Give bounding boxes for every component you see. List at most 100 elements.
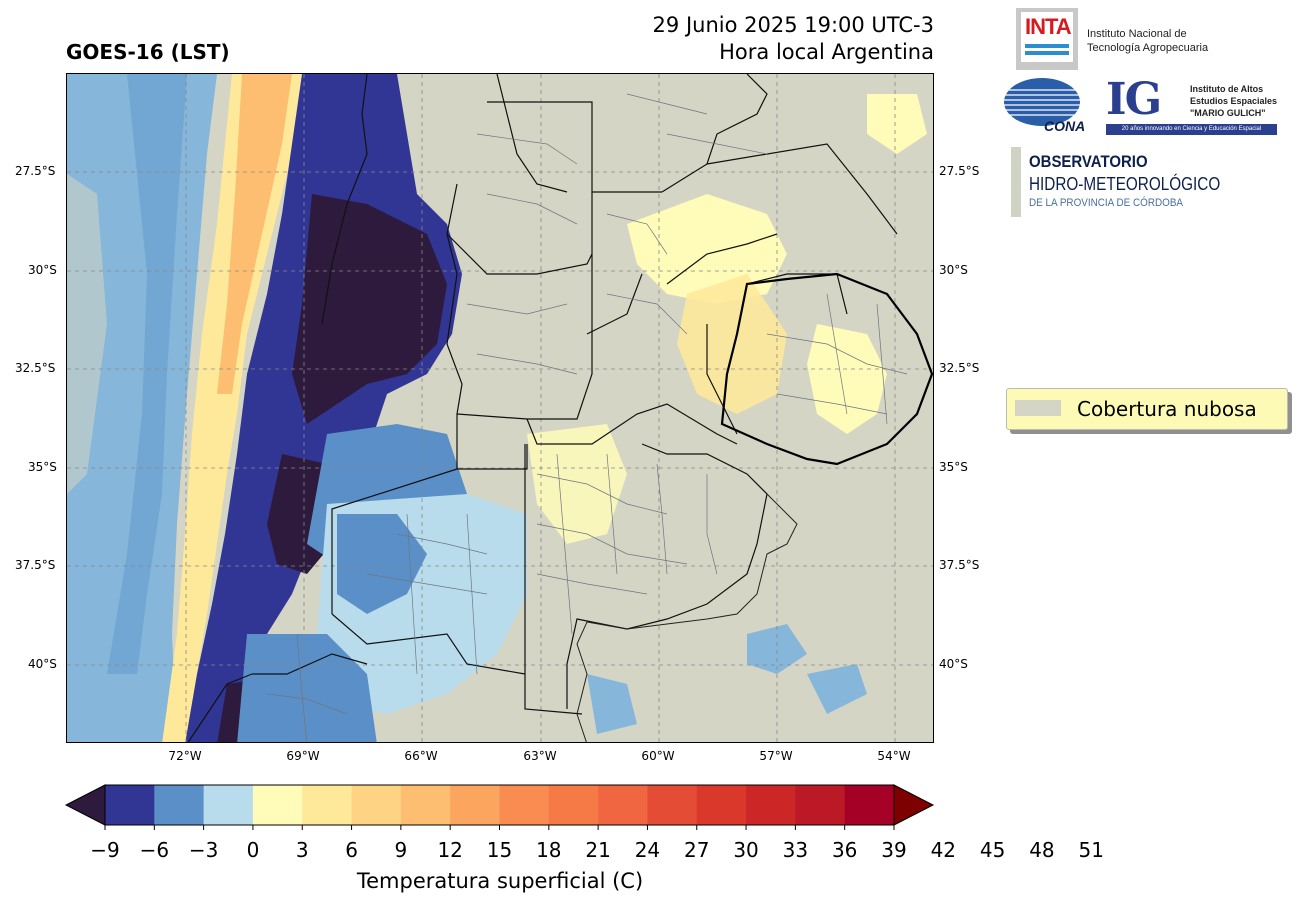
lat-label-right: 30°S [939, 263, 968, 277]
colorbar-tick-label: 24 [634, 838, 661, 862]
ig-name-line: "MARIO GULICH" [1190, 108, 1266, 118]
colorbar-tick-label: −3 [188, 838, 219, 862]
colorbar-segment [400, 785, 451, 825]
lat-label-left: 35°S [28, 460, 57, 474]
colorbar-tick-label: 15 [486, 838, 513, 862]
lat-label-left: 32.5°S [15, 361, 56, 375]
colorbar-tick-label: 9 [394, 838, 408, 862]
pampa-cold-patch [337, 514, 427, 614]
cloud-legend: Cobertura nubosa [1006, 388, 1288, 430]
colorbar-tick-label: 33 [782, 838, 809, 862]
colorbar-tick-label: −9 [90, 838, 120, 862]
colorbar-tick-label: 12 [437, 838, 463, 862]
colorbar-segment [450, 785, 500, 825]
atlantic-cold-spot [747, 624, 807, 674]
pacific-cloud-patch [67, 174, 107, 494]
uruguay-border [720, 272, 933, 466]
colorbar-tick-label: 3 [295, 838, 309, 862]
uruguay-warm-patch [807, 324, 887, 434]
colorbar-segment [203, 785, 254, 825]
pacific-cold-zone [67, 74, 217, 742]
atlantic-coastline [576, 493, 798, 742]
temperature-map [66, 73, 934, 743]
colorbar-segment [252, 785, 303, 825]
colorbar-under-arrow [64, 784, 106, 826]
coastal-warm-band [162, 74, 302, 742]
atlantic-cold-spot-3 [587, 674, 637, 734]
inta-name: Instituto Nacional de Tecnología Agropec… [1087, 27, 1208, 55]
map-title: GOES-16 (LST) [66, 40, 230, 64]
ig-name: Instituto de Altos Estudios Espaciales "… [1190, 83, 1290, 119]
colorbar-segment [105, 785, 155, 825]
buenos-aires-warm-patch [527, 424, 627, 544]
andes-very-cold-zone [292, 194, 447, 424]
colorbar-tick-label: 27 [684, 838, 710, 862]
colorbar-tick-label: 48 [1029, 838, 1055, 862]
ig-name-line: Estudios Espaciales [1190, 96, 1278, 106]
patagonia-cold-zone [237, 634, 377, 742]
gridlines [67, 74, 933, 742]
coastal-hot-band [217, 74, 292, 394]
colorbar-segment [499, 785, 550, 825]
ig-acronym: IG [1106, 74, 1162, 125]
colorbar [64, 784, 935, 830]
map-canvas [67, 74, 933, 742]
department-borders [266, 93, 908, 742]
observatorio-bar-icon [1011, 147, 1021, 217]
colorbar-tick-label: 36 [831, 838, 858, 862]
cloud-legend-swatch [1015, 400, 1061, 416]
datetime-title: 29 Junio 2025 19:00 UTC-3 Hora local Arg… [653, 12, 934, 66]
lat-label-right: 35°S [939, 460, 968, 474]
lat-label-right: 27.5°S [939, 164, 980, 178]
colorbar-tick-label: 18 [536, 838, 562, 862]
colorbar-tick-label: −6 [139, 838, 170, 862]
observatorio-subtitle: HIDRO-METEOROLÓGICO [1029, 174, 1221, 194]
cloud-legend-label: Cobertura nubosa [1077, 397, 1257, 421]
observatorio-province: DE LA PROVINCIA DE CÓRDOBA [1029, 197, 1184, 209]
lat-label-right: 37.5°S [939, 558, 980, 572]
lat-label-left: 40°S [28, 657, 57, 671]
local-time-line: Hora local Argentina [719, 40, 934, 64]
colorbar-tick-label: 0 [246, 838, 260, 862]
colorbar-tick-label: 39 [881, 838, 907, 862]
lon-label: 69°W [286, 749, 320, 763]
colorbar-segment [351, 785, 402, 825]
colorbar-tick-label: 42 [930, 838, 957, 862]
lon-label: 60°W [641, 749, 675, 763]
colorbar-segment [302, 785, 353, 825]
lat-label-left: 30°S [28, 263, 57, 277]
inta-acronym: INTA [1025, 14, 1072, 39]
colorbar-tick-label: 6 [345, 838, 358, 862]
lat-label-left: 27.5°S [15, 164, 56, 178]
colorbar-over-arrow [893, 784, 935, 826]
lat-label-right: 32.5°S [939, 361, 980, 375]
colorbar-segment [696, 785, 747, 825]
lon-label: 66°W [404, 749, 438, 763]
colorbar-segment [647, 785, 698, 825]
ig-slogan: 20 años innovando en Ciencia y Educación… [1106, 124, 1277, 135]
pacific-band [107, 74, 187, 674]
lon-label: 63°W [523, 749, 557, 763]
inta-name-line: Instituto Nacional de [1087, 28, 1187, 40]
colorbar-segment [795, 785, 846, 825]
inta-stripes-icon [1025, 44, 1069, 58]
lon-label: 72°W [168, 749, 202, 763]
colorbar-tick-label: 45 [979, 838, 1006, 862]
atlantic-cold-spot-2 [807, 664, 867, 714]
north-warm-patch [867, 94, 927, 154]
inta-logo: INTA [1016, 8, 1078, 70]
datetime-line: 29 Junio 2025 19:00 UTC-3 [652, 13, 934, 37]
ig-name-line: Instituto de Altos [1190, 84, 1264, 94]
inta-name-line: Tecnología Agropecuaria [1087, 42, 1209, 54]
conae-name: CONAE [1044, 118, 1084, 134]
mesopotamia-warm-patch [677, 274, 787, 414]
observatorio-title: OBSERVATORIO [1029, 152, 1148, 171]
colorbar-segment [548, 785, 599, 825]
colorbar-segment [154, 785, 205, 825]
colorbar-title: Temperatura superficial (C) [356, 869, 644, 893]
lat-label-left: 37.5°S [15, 558, 56, 572]
lon-label: 57°W [759, 749, 793, 763]
colorbar-segment [598, 785, 648, 825]
colorbar-segment [746, 785, 796, 825]
lat-label-right: 40°S [939, 657, 968, 671]
